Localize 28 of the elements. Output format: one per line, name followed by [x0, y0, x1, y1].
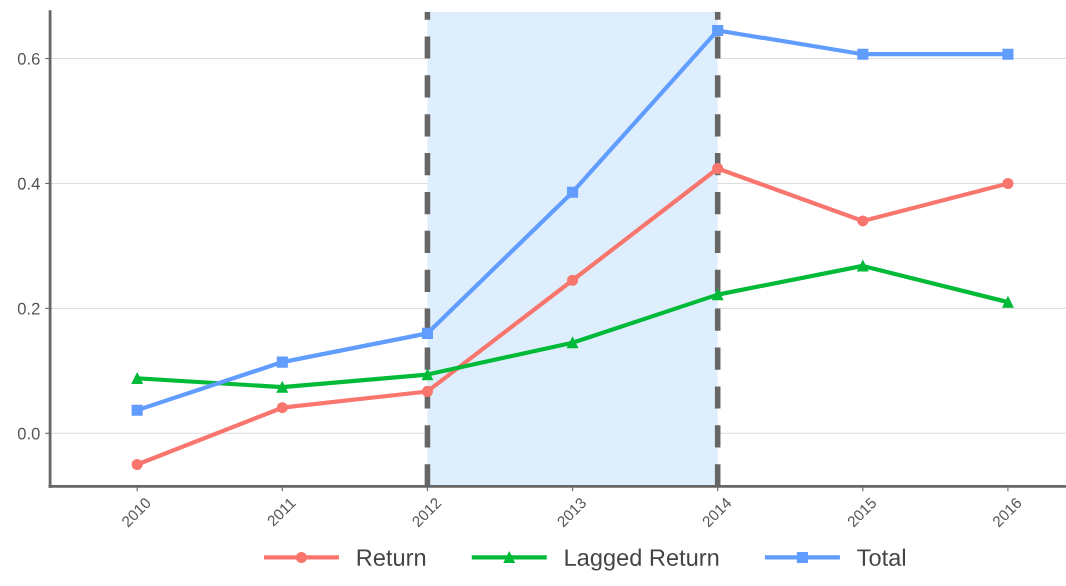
y-tick-label: 0.2 — [17, 302, 40, 315]
point — [421, 327, 433, 339]
point — [276, 356, 288, 368]
point — [712, 24, 724, 37]
y-tick-label: 0.0 — [17, 427, 40, 440]
point — [857, 48, 869, 60]
point — [421, 385, 433, 398]
point — [131, 372, 143, 384]
legend-label: Return — [357, 549, 426, 566]
legend-label: Total — [857, 548, 905, 566]
point — [131, 458, 143, 471]
point — [276, 381, 288, 393]
point — [1002, 296, 1014, 308]
point — [1002, 177, 1014, 190]
point — [567, 337, 579, 349]
point — [131, 404, 143, 416]
point — [857, 215, 869, 227]
point — [712, 162, 724, 175]
y-tick-label: 0.6 — [17, 52, 40, 65]
point — [712, 289, 724, 301]
point — [567, 274, 579, 286]
point — [421, 369, 433, 381]
point — [276, 402, 288, 414]
y-tick-label: 0.4 — [17, 177, 40, 190]
legend-label: Lagged Return — [565, 548, 719, 571]
point — [1002, 48, 1014, 60]
point — [857, 260, 869, 272]
point — [567, 186, 579, 198]
